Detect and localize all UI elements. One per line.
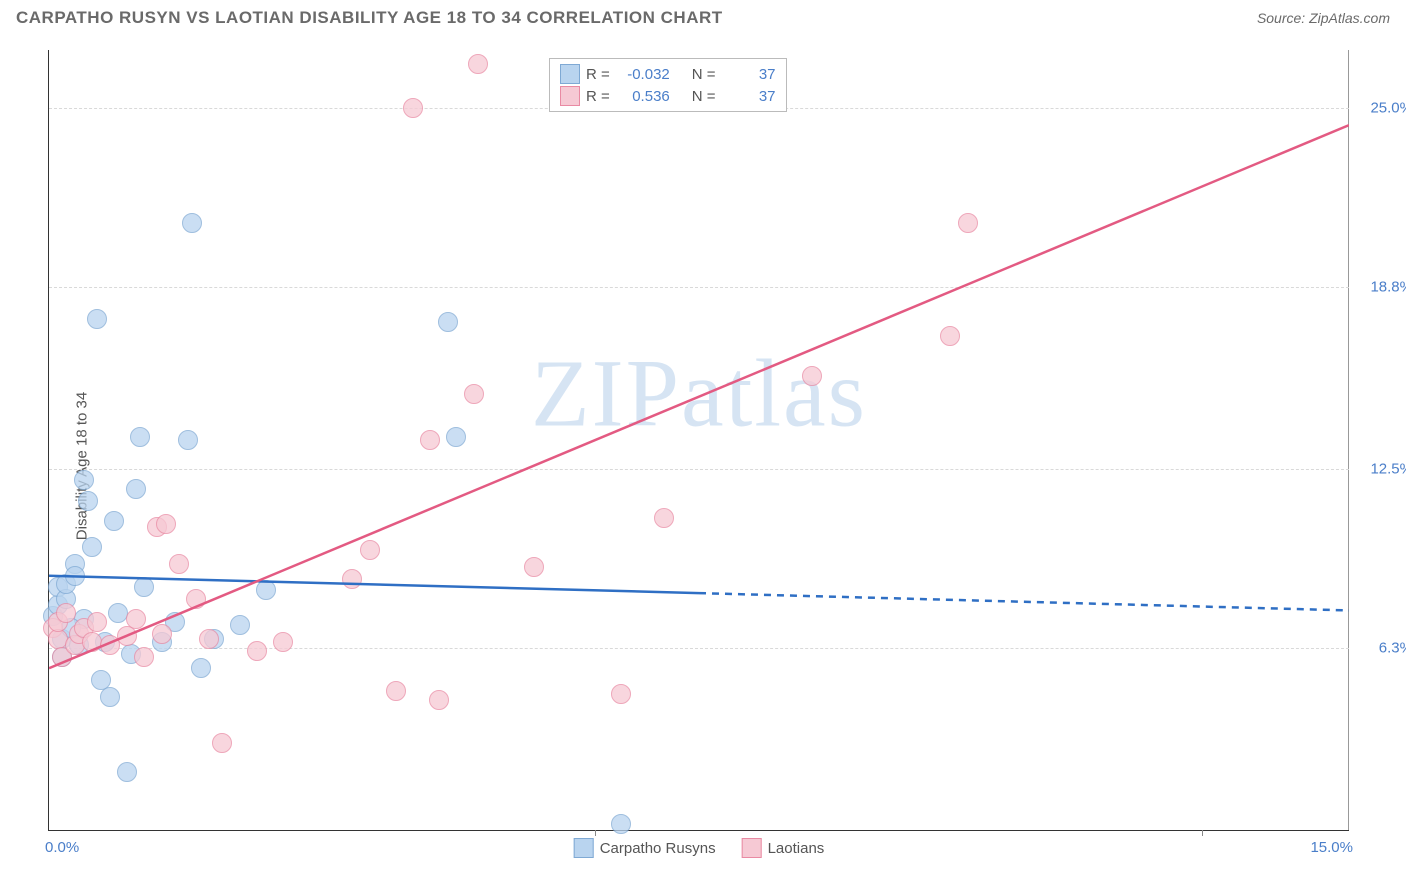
scatter-point: [524, 557, 544, 577]
scatter-point: [65, 566, 85, 586]
scatter-point: [611, 684, 631, 704]
scatter-point: [156, 514, 176, 534]
scatter-point: [446, 427, 466, 447]
scatter-point: [273, 632, 293, 652]
scatter-point: [169, 554, 189, 574]
correlation-legend: R = -0.032 N = 37 R = 0.536 N = 37: [549, 58, 787, 112]
legend-row: R = -0.032 N = 37: [560, 63, 776, 85]
y-tick-label: 12.5%: [1355, 460, 1406, 477]
r-value: 0.536: [616, 88, 670, 105]
scatter-point: [87, 309, 107, 329]
scatter-point: [429, 690, 449, 710]
gridline-h: [49, 287, 1349, 288]
header: CARPATHO RUSYN VS LAOTIAN DISABILITY AGE…: [0, 0, 1406, 32]
scatter-point: [186, 589, 206, 609]
r-value: -0.032: [616, 66, 670, 83]
scatter-point: [56, 603, 76, 623]
scatter-point: [78, 491, 98, 511]
r-label: R =: [586, 66, 610, 83]
watermark: ZIPatlas: [531, 338, 867, 449]
scatter-point: [654, 508, 674, 528]
scatter-point: [403, 98, 423, 118]
y-tick-label: 6.3%: [1355, 640, 1406, 657]
scatter-point: [386, 681, 406, 701]
scatter-point: [152, 624, 172, 644]
plot-region: ZIPatlas R =-0.032N =37R =0.536N =37 0.0…: [48, 50, 1349, 831]
scatter-point: [212, 733, 232, 753]
chart-title: CARPATHO RUSYN VS LAOTIAN DISABILITY AGE…: [16, 8, 723, 28]
n-value: 37: [722, 88, 776, 105]
right-axis-line: [1348, 50, 1349, 830]
trend-line: [699, 593, 1349, 610]
scatter-point: [611, 814, 631, 834]
gridline-h: [49, 648, 1349, 649]
scatter-point: [199, 629, 219, 649]
scatter-point: [134, 647, 154, 667]
scatter-point: [468, 54, 488, 74]
legend-label: Laotians: [768, 840, 825, 857]
r-label: R =: [586, 88, 610, 105]
scatter-point: [126, 609, 146, 629]
scatter-point: [464, 384, 484, 404]
gridline-h: [49, 469, 1349, 470]
legend-label: Carpatho Rusyns: [600, 840, 716, 857]
scatter-point: [247, 641, 267, 661]
x-axis-max-label: 15.0%: [1310, 839, 1353, 856]
scatter-point: [117, 762, 137, 782]
y-tick-label: 18.8%: [1355, 278, 1406, 295]
scatter-point: [438, 312, 458, 332]
legend-row: R = 0.536 N = 37: [560, 85, 776, 107]
series-legend: Carpatho Rusyns Laotians: [574, 838, 825, 858]
n-label: N =: [692, 66, 716, 83]
source-label: Source: ZipAtlas.com: [1257, 10, 1390, 26]
n-label: N =: [692, 88, 716, 105]
x-tick: [1202, 830, 1203, 836]
scatter-point: [134, 577, 154, 597]
scatter-point: [87, 612, 107, 632]
x-axis-min-label: 0.0%: [45, 839, 79, 856]
scatter-point: [342, 569, 362, 589]
scatter-point: [104, 511, 124, 531]
scatter-point: [802, 366, 822, 386]
scatter-point: [940, 326, 960, 346]
scatter-point: [126, 479, 146, 499]
legend-swatch: [560, 86, 580, 106]
scatter-point: [958, 213, 978, 233]
scatter-point: [82, 537, 102, 557]
n-value: 37: [722, 66, 776, 83]
scatter-point: [182, 213, 202, 233]
trend-line: [49, 125, 1349, 668]
scatter-point: [256, 580, 276, 600]
trend-lines-layer: [49, 50, 1349, 830]
scatter-point: [178, 430, 198, 450]
legend-swatch: [560, 64, 580, 84]
scatter-point: [117, 626, 137, 646]
legend-swatch: [574, 838, 594, 858]
legend-item: Laotians: [742, 838, 825, 858]
chart-area: Disability Age 18 to 34 ZIPatlas R =-0.0…: [0, 40, 1406, 892]
x-tick: [595, 830, 596, 836]
scatter-point: [130, 427, 150, 447]
scatter-point: [191, 658, 211, 678]
legend-swatch: [742, 838, 762, 858]
scatter-point: [230, 615, 250, 635]
legend-item: Carpatho Rusyns: [574, 838, 716, 858]
scatter-point: [100, 687, 120, 707]
scatter-point: [74, 470, 94, 490]
scatter-point: [420, 430, 440, 450]
scatter-point: [360, 540, 380, 560]
y-tick-label: 25.0%: [1355, 99, 1406, 116]
